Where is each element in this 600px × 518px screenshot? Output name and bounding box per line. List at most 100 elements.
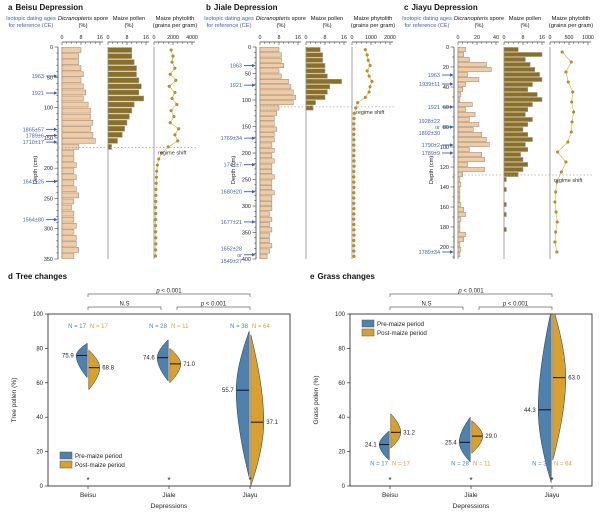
depth-tick-label: 400 <box>242 257 251 263</box>
pollen-bar <box>503 102 533 107</box>
phytolith-dot <box>172 115 176 119</box>
dating-age-label: 1789±6 <box>26 133 44 139</box>
legend-swatch <box>361 328 375 337</box>
spore-bar <box>259 89 294 95</box>
significance-star: * <box>469 476 472 485</box>
dating-age-label: 1710±17 <box>23 140 44 146</box>
post-maize-violin <box>250 334 265 486</box>
dating-arrow-head <box>450 151 454 155</box>
dating-arrow-head <box>252 220 256 224</box>
depth-tick-label: 80 <box>443 125 449 131</box>
depth-tick-label: 350 <box>44 257 53 263</box>
pollen-bar <box>305 63 326 68</box>
panel-title-b: b Jiale Depression <box>202 2 398 13</box>
phytolith-dot <box>154 230 158 234</box>
column-unit: (grains per gram) <box>153 23 198 29</box>
phytolith-dot <box>154 193 158 197</box>
dating-age-label: 1680±20 <box>221 190 242 196</box>
pollen-bar <box>503 202 507 207</box>
scale-tick-label: 1000 <box>365 35 377 41</box>
spore-bar <box>61 192 79 199</box>
phytolith-dot <box>352 170 356 174</box>
n-count-pre: N = 17 <box>370 461 389 467</box>
scale-tick-label: 0 <box>549 35 552 41</box>
scale-tick-label: 500 <box>565 35 574 41</box>
phytolith-dot <box>352 212 356 216</box>
pollen-bar <box>503 92 538 97</box>
depth-tick-label: 100 <box>242 98 251 104</box>
depth-axis-title: Depth (cm) <box>231 156 237 185</box>
spore-bar <box>259 200 273 206</box>
phytolith-dot <box>352 238 356 243</box>
spore-bar <box>61 47 82 53</box>
scale-tick-label: 16 <box>143 35 149 41</box>
spore-bar <box>259 100 294 106</box>
significance-bracket <box>87 306 162 310</box>
pollen-bar <box>305 84 330 90</box>
pollen-bar <box>107 138 118 144</box>
panel-letter: a <box>8 3 13 12</box>
y-axis-title: Tree pollen (%) <box>11 378 18 423</box>
phytolith-dot <box>363 48 367 52</box>
dating-arrow-head <box>252 83 256 87</box>
scale-tick-label: 8 <box>126 35 129 41</box>
pollen-bar <box>503 167 524 172</box>
y-tick-label: 60 <box>36 381 43 387</box>
spore-bar <box>259 169 273 174</box>
tree-violin-chart: 0 20 40 60 80 100 Tree pollen (%) Beisu Jiale Jia… <box>11 289 291 510</box>
spore-bar <box>259 110 277 116</box>
spore-bar <box>457 237 464 242</box>
phytolith-dot <box>352 175 356 179</box>
phytolith-dot <box>176 139 180 143</box>
pre-maize-violin <box>75 342 88 379</box>
depth-tick-label: 120 <box>440 165 449 171</box>
panel-tree-changes: d Tree changes 0 20 40 60 80 100 Tree pollen (%… <box>4 271 296 516</box>
n-count-pre: N = 38 <box>230 324 249 330</box>
spore-bar <box>61 107 91 114</box>
phytolith-dot <box>154 187 158 191</box>
phytolith-dot <box>564 70 568 74</box>
phytolith-dot <box>367 90 371 94</box>
phytolith-dot <box>554 230 558 234</box>
pollen-bar <box>305 79 342 84</box>
median-value-label: 31.2 <box>403 430 415 436</box>
spore-bar <box>259 68 280 74</box>
spore-bar <box>259 211 270 217</box>
spore-bar <box>61 144 79 150</box>
y-tick-label: 40 <box>338 415 345 421</box>
spore-bar <box>457 47 466 52</box>
spore-bar <box>457 127 474 132</box>
phytolith-dot <box>352 228 356 232</box>
depth-tick-label: 0 <box>446 45 449 51</box>
phytolith-dot <box>559 170 563 174</box>
spore-bar <box>259 222 270 227</box>
pollen-bar <box>107 95 144 102</box>
spore-bar <box>61 216 75 223</box>
pollen-bar <box>503 147 528 152</box>
dating-age-label: 1677±21 <box>221 220 242 226</box>
pollen-bar <box>503 87 528 92</box>
phytolith-dot <box>560 50 564 54</box>
phytolith-dot <box>173 133 177 137</box>
spore-bar <box>259 163 273 169</box>
phytolith-dot <box>370 79 374 83</box>
pollen-bar <box>503 57 526 62</box>
pollen-bar <box>305 57 323 63</box>
spore-bar <box>259 158 275 164</box>
spore-bar <box>457 207 464 212</box>
spore-bar <box>259 121 275 127</box>
column-unit: (%) <box>474 23 483 29</box>
spore-bar <box>457 182 462 187</box>
spore-bar <box>259 79 289 84</box>
spore-bar <box>457 102 473 107</box>
column-title: Maize pollen <box>311 16 344 22</box>
spore-bar <box>61 204 72 211</box>
y-tick-label: 0 <box>342 484 346 490</box>
spore-bar <box>61 113 91 120</box>
spore-bar <box>457 132 482 137</box>
pre-maize-violin <box>156 339 169 382</box>
dating-age-label: 1564±80 <box>23 218 44 224</box>
phytolith-dot <box>366 58 370 62</box>
phytolith-dot <box>168 121 172 125</box>
